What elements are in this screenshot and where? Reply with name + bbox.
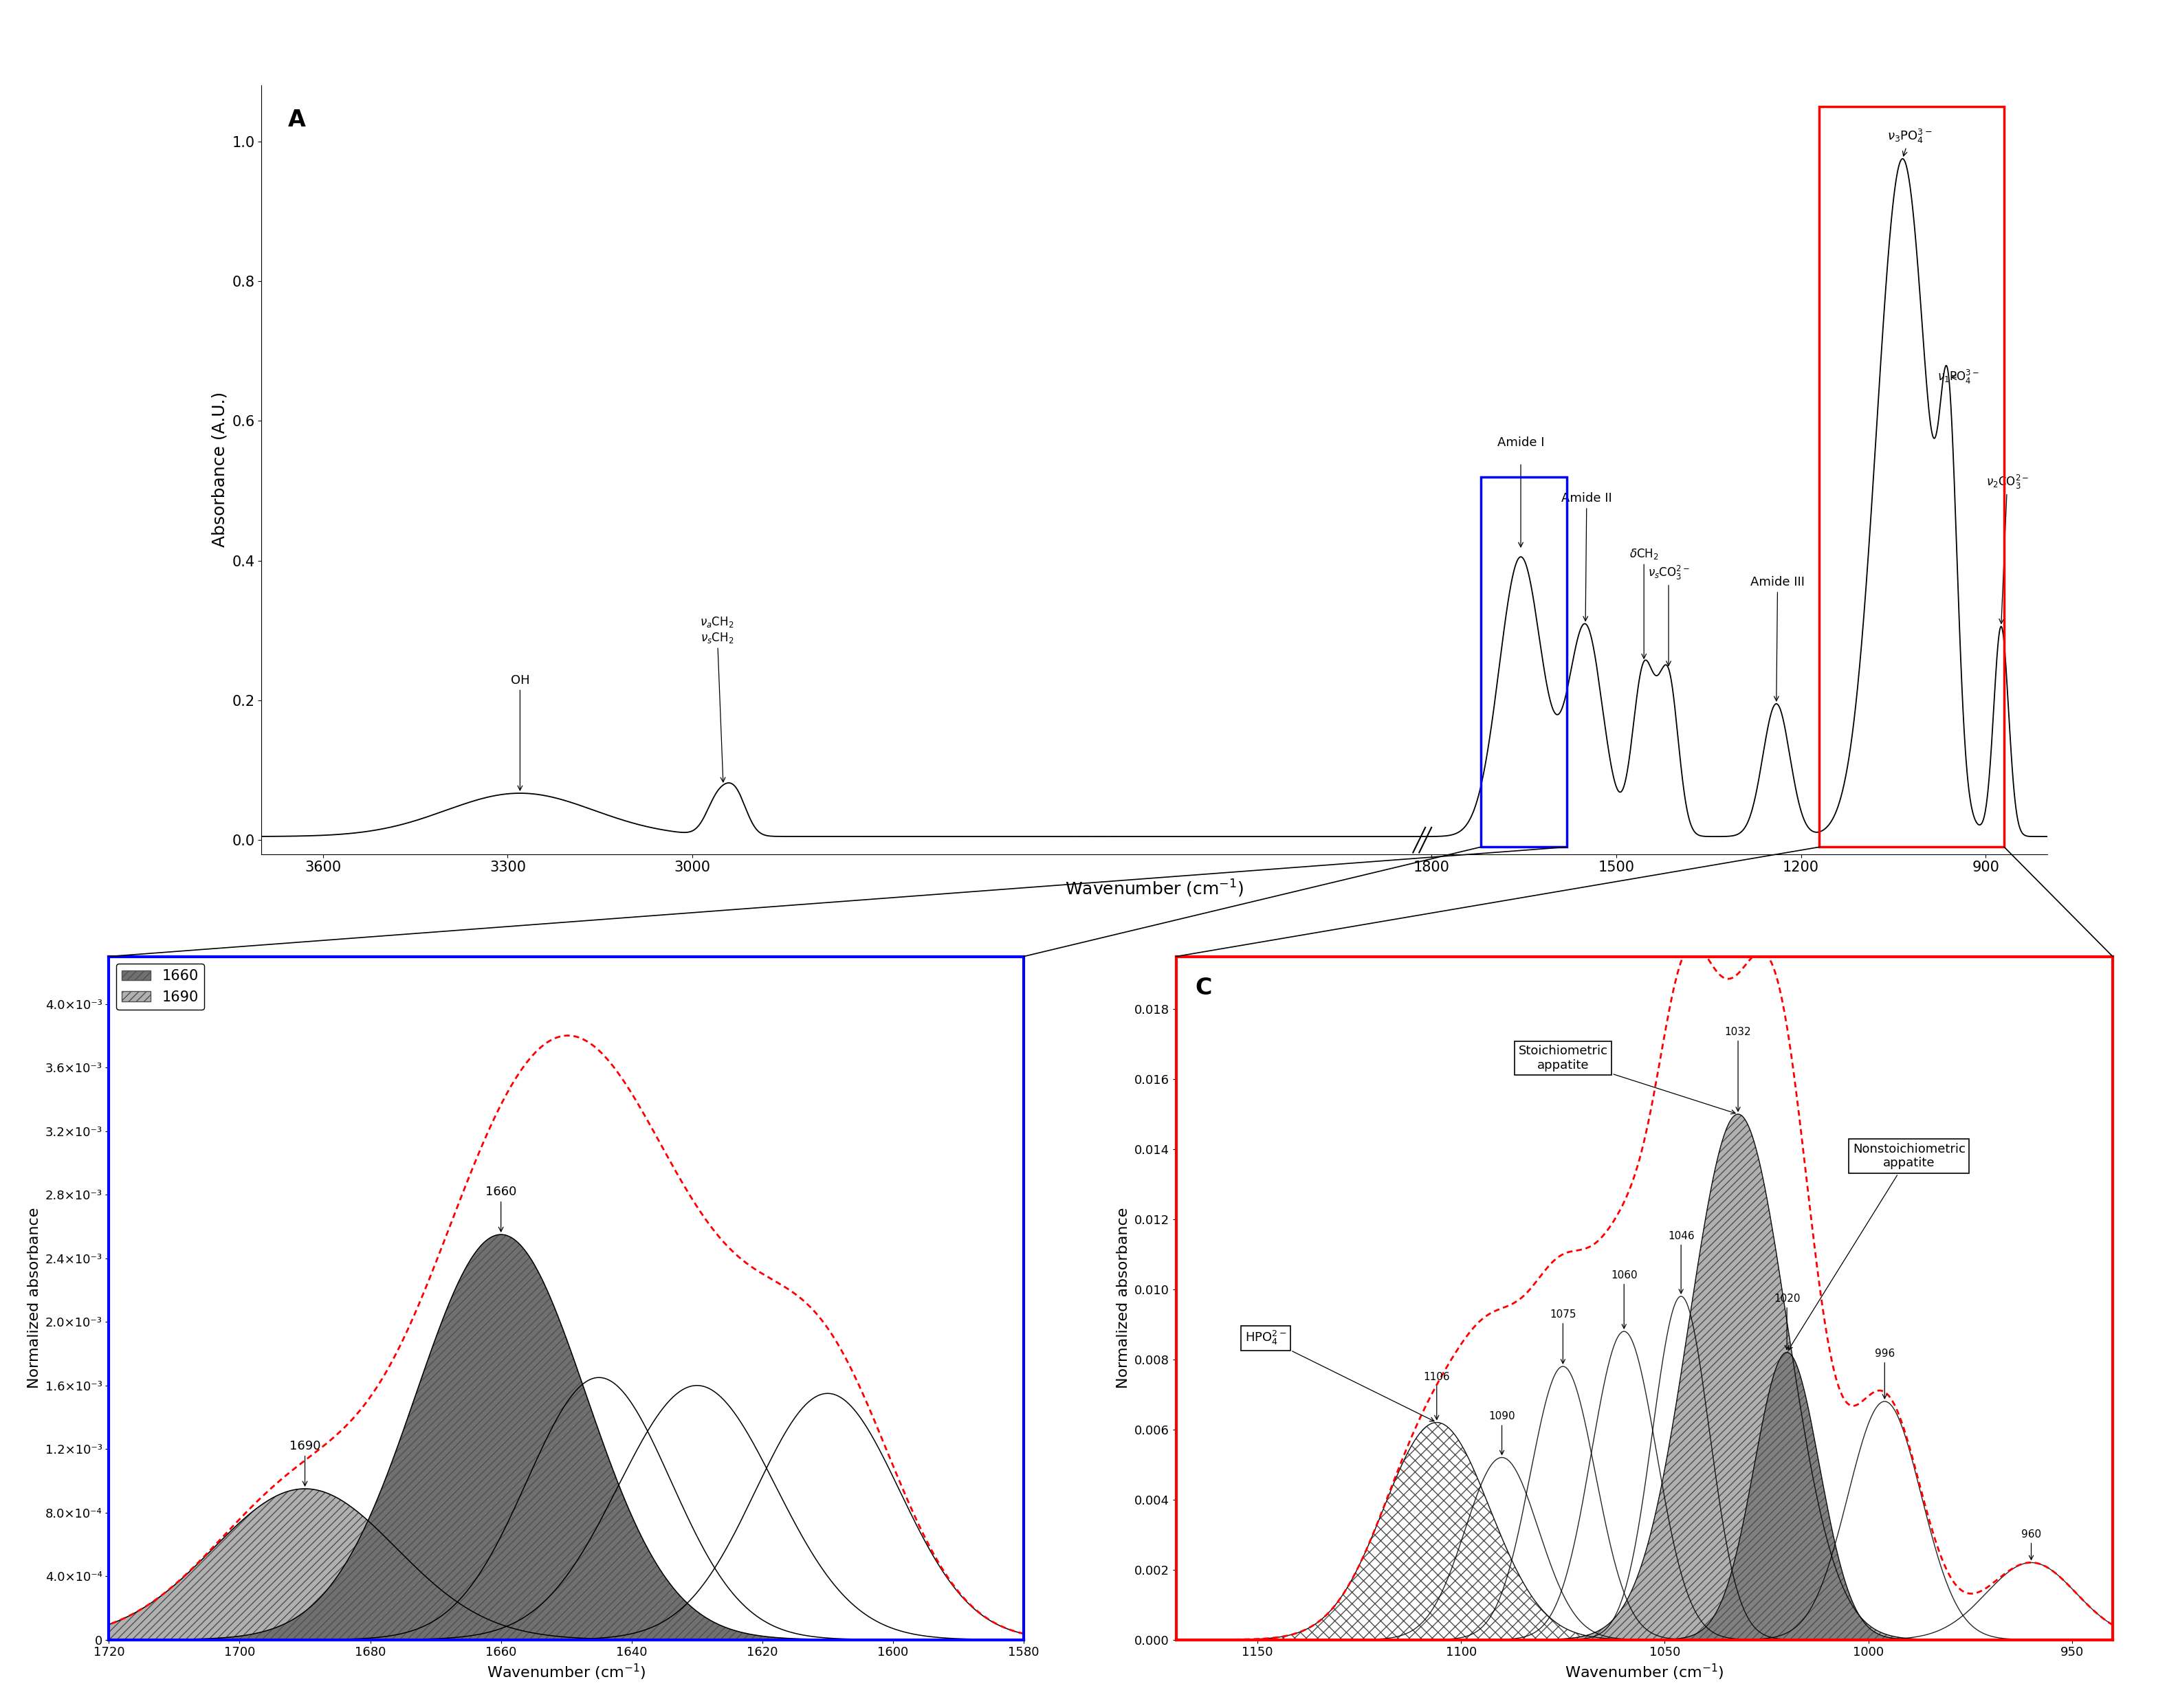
Bar <box>1481 477 1566 847</box>
Text: OH: OH <box>510 675 529 791</box>
Text: HPO$_4^{2-}$: HPO$_4^{2-}$ <box>1246 1329 1433 1421</box>
Text: Amide I: Amide I <box>1496 436 1544 449</box>
Text: 1032: 1032 <box>1725 1027 1751 1112</box>
Y-axis label: Normalized absorbance: Normalized absorbance <box>1117 1208 1130 1389</box>
Text: $\nu_s$CO$_3^{2-}$: $\nu_s$CO$_3^{2-}$ <box>1647 564 1690 666</box>
Text: Amide II: Amide II <box>1562 492 1612 622</box>
Text: 1060: 1060 <box>1612 1271 1638 1329</box>
Text: 1020: 1020 <box>1773 1293 1801 1349</box>
Legend: 1660, 1690: 1660, 1690 <box>115 963 205 1009</box>
Text: C: C <box>1196 977 1211 999</box>
Y-axis label: Normalized absorbance: Normalized absorbance <box>28 1208 41 1389</box>
Text: 996: 996 <box>1875 1349 1895 1399</box>
Text: 1106: 1106 <box>1424 1372 1451 1419</box>
Text: $\nu_1$PO$_4^{3-}$: $\nu_1$PO$_4^{3-}$ <box>1936 369 1980 386</box>
Text: $\delta$CH$_2$: $\delta$CH$_2$ <box>1629 547 1660 659</box>
X-axis label: Wavenumber (cm$^{-1}$): Wavenumber (cm$^{-1}$) <box>1065 878 1244 898</box>
Text: $\nu_a$CH$_2$
$\nu_s$CH$_2$: $\nu_a$CH$_2$ $\nu_s$CH$_2$ <box>699 615 734 782</box>
Text: Nonstoichiometric
appatite: Nonstoichiometric appatite <box>1788 1143 1965 1349</box>
Text: 960: 960 <box>2021 1529 2041 1559</box>
Text: 1075: 1075 <box>1551 1310 1577 1363</box>
Bar <box>1819 106 2004 847</box>
X-axis label: Wavenumber (cm$^{-1}$): Wavenumber (cm$^{-1}$) <box>486 1662 647 1682</box>
Text: Amide III: Amide III <box>1751 576 1806 700</box>
Text: $\nu_2$CO$_3^{2-}$: $\nu_2$CO$_3^{2-}$ <box>1986 473 2028 623</box>
Text: A: A <box>287 109 305 132</box>
Text: 1690: 1690 <box>290 1440 320 1486</box>
Text: B: B <box>126 977 144 999</box>
X-axis label: Wavenumber (cm$^{-1}$): Wavenumber (cm$^{-1}$) <box>1564 1662 1725 1682</box>
Text: 1660: 1660 <box>486 1185 516 1231</box>
Text: $\nu_3$PO$_4^{3-}$: $\nu_3$PO$_4^{3-}$ <box>1886 128 1932 155</box>
Text: 1046: 1046 <box>1668 1231 1694 1293</box>
Text: Stoichiometric
appatite: Stoichiometric appatite <box>1518 1045 1736 1114</box>
Y-axis label: Absorbance (A.U.): Absorbance (A.U.) <box>211 391 229 548</box>
Text: 1090: 1090 <box>1488 1411 1516 1455</box>
